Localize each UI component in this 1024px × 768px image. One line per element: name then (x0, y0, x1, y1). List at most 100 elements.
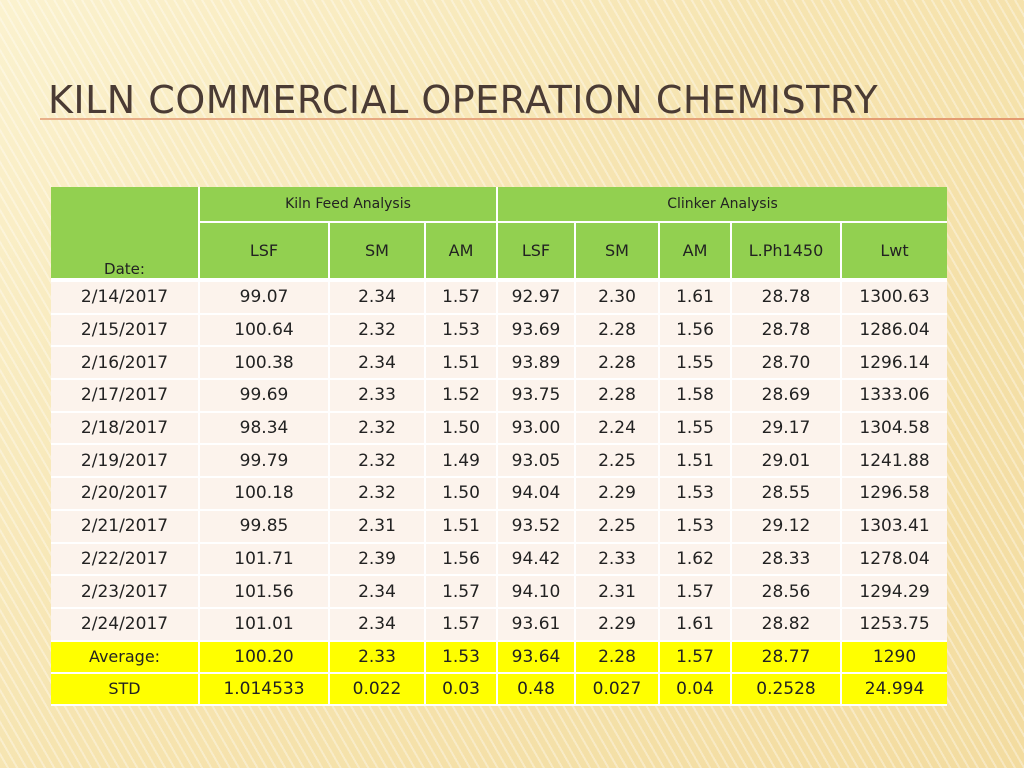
column-header: L.Ph1450 (731, 222, 842, 281)
value-cell: 1.50 (425, 411, 498, 446)
value-cell: 1.53 (659, 509, 732, 544)
table-body: 2/14/2017 99.07 2.34 1.57 92.97 2.30 1.61 28.78… (51, 278, 948, 642)
value-cell: 2.39 (329, 542, 426, 577)
date-cell: 2/16/2017 (51, 346, 200, 381)
value-cell: 1.62 (659, 542, 732, 577)
value-cell: 2.29 (575, 607, 660, 642)
value-cell: 1.61 (659, 278, 732, 315)
value-cell: 29.12 (731, 509, 842, 544)
value-cell: 1.56 (659, 313, 732, 348)
value-cell: 1.53 (425, 313, 498, 348)
value-cell: 2.34 (329, 607, 426, 642)
column-header: SM (329, 222, 426, 281)
value-cell: 99.69 (199, 379, 330, 413)
std-value: 0.2528 (731, 672, 842, 706)
date-cell: 2/19/2017 (51, 444, 200, 479)
table-row: 2/20/2017 100.18 2.32 1.50 94.04 2.29 1.53 28.5… (51, 477, 948, 511)
value-cell: 28.78 (731, 313, 842, 348)
value-cell: 2.28 (575, 379, 660, 413)
value-cell: 2.30 (575, 278, 660, 315)
std-value: 0.48 (497, 672, 576, 706)
value-cell: 1.55 (659, 411, 732, 446)
average-value: 93.64 (497, 640, 576, 674)
value-cell: 94.10 (497, 575, 576, 609)
value-cell: 1294.29 (841, 575, 948, 609)
value-cell: 2.25 (575, 444, 660, 479)
table-row: 2/16/2017 100.38 2.34 1.51 93.89 2.28 1.55 28.7… (51, 346, 948, 381)
value-cell: 93.05 (497, 444, 576, 479)
std-value: 0.03 (425, 672, 498, 706)
value-cell: 1278.04 (841, 542, 948, 577)
value-cell: 1.51 (659, 444, 732, 479)
value-cell: 2.33 (329, 379, 426, 413)
column-header: LSF (497, 222, 576, 281)
value-cell: 93.75 (497, 379, 576, 413)
table-row: 2/17/2017 99.69 2.33 1.52 93.75 2.28 1.58 28.69… (51, 379, 948, 413)
value-cell: 1304.58 (841, 411, 948, 446)
date-cell: 2/15/2017 (51, 313, 200, 348)
value-cell: 1296.14 (841, 346, 948, 381)
value-cell: 1.52 (425, 379, 498, 413)
title-underline (40, 118, 1024, 120)
value-cell: 1.49 (425, 444, 498, 479)
table-row: 2/15/2017 100.64 2.32 1.53 93.69 2.28 1.56 28.7… (51, 313, 948, 348)
std-row: STD 1.014533 0.022 0.03 0.48 0.027 0.04 0.2528 2… (51, 672, 948, 706)
column-header: LSF (199, 222, 330, 281)
table-row: 2/24/2017 101.01 2.34 1.57 93.61 2.29 1.61 28.8… (51, 607, 948, 642)
value-cell: 1296.58 (841, 477, 948, 511)
average-row: Average: 100.20 2.33 1.53 93.64 2.28 1.57 28.77… (51, 640, 948, 674)
value-cell: 1.57 (659, 575, 732, 609)
column-header: SM (575, 222, 660, 281)
slide-title: KILN COMMERCIAL OPERATION CHEMISTRY (48, 78, 879, 122)
value-cell: 1300.63 (841, 278, 948, 315)
value-cell: 2.25 (575, 509, 660, 544)
value-cell: 2.34 (329, 278, 426, 315)
value-cell: 92.97 (497, 278, 576, 315)
date-cell: 2/14/2017 (51, 278, 200, 315)
value-cell: 1.61 (659, 607, 732, 642)
average-label: Average: (51, 640, 200, 674)
value-cell: 2.32 (329, 411, 426, 446)
date-column-header: Date: (51, 187, 200, 281)
date-cell: 2/24/2017 (51, 607, 200, 642)
column-header: AM (659, 222, 732, 281)
value-cell: 28.82 (731, 607, 842, 642)
value-cell: 2.32 (329, 313, 426, 348)
value-cell: 101.71 (199, 542, 330, 577)
value-cell: 2.33 (575, 542, 660, 577)
summary-body: Average: 100.20 2.33 1.53 93.64 2.28 1.57 28.77… (51, 640, 948, 706)
value-cell: 93.00 (497, 411, 576, 446)
value-cell: 28.56 (731, 575, 842, 609)
value-cell: 93.89 (497, 346, 576, 381)
average-value: 1.53 (425, 640, 498, 674)
value-cell: 1.55 (659, 346, 732, 381)
average-value: 28.77 (731, 640, 842, 674)
column-header: AM (425, 222, 498, 281)
value-cell: 99.07 (199, 278, 330, 315)
value-cell: 28.55 (731, 477, 842, 511)
value-cell: 29.01 (731, 444, 842, 479)
clinker-group-header: Clinker Analysis (497, 187, 948, 223)
value-cell: 98.34 (199, 411, 330, 446)
table-row: 2/22/2017 101.71 2.39 1.56 94.42 2.33 1.62 28.3… (51, 542, 948, 577)
std-value: 0.022 (329, 672, 426, 706)
value-cell: 28.70 (731, 346, 842, 381)
table-row: 2/21/2017 99.85 2.31 1.51 93.52 2.25 1.53 29.12… (51, 509, 948, 544)
value-cell: 2.32 (329, 477, 426, 511)
value-cell: 93.69 (497, 313, 576, 348)
std-value: 24.994 (841, 672, 948, 706)
value-cell: 2.28 (575, 346, 660, 381)
value-cell: 1333.06 (841, 379, 948, 413)
date-cell: 2/20/2017 (51, 477, 200, 511)
date-cell: 2/21/2017 (51, 509, 200, 544)
table-row: 2/18/2017 98.34 2.32 1.50 93.00 2.24 1.55 29.17… (51, 411, 948, 446)
value-cell: 1241.88 (841, 444, 948, 479)
std-value: 0.027 (575, 672, 660, 706)
value-cell: 1253.75 (841, 607, 948, 642)
value-cell: 2.34 (329, 346, 426, 381)
value-cell: 101.56 (199, 575, 330, 609)
std-label: STD (51, 672, 200, 706)
value-cell: 28.78 (731, 278, 842, 315)
value-cell: 2.31 (575, 575, 660, 609)
value-cell: 2.28 (575, 313, 660, 348)
